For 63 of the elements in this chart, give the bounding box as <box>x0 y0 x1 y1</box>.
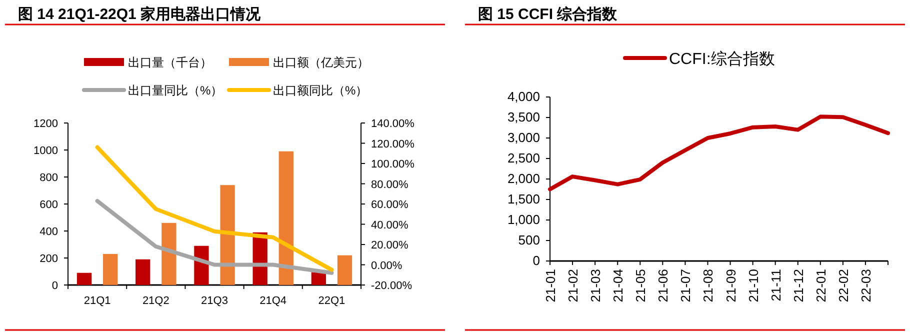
legend-label: 出口额同比（%） <box>273 84 368 98</box>
legend-label: 出口额（亿美元） <box>273 56 369 70</box>
chart-title: 图 14 21Q1-22Q1 家用电器出口情况 <box>18 5 262 23</box>
y-tick-label: 3,500 <box>507 110 540 124</box>
y-tick-label: 0 <box>52 280 58 292</box>
bar <box>220 185 235 285</box>
legend-label: 出口量同比（%） <box>128 84 223 98</box>
y-tick-label: 0 <box>532 253 540 268</box>
x-tick-label: 21-02 <box>566 269 581 302</box>
y-tick-label: 2,500 <box>507 150 540 166</box>
x-tick-label: 21-07 <box>678 269 694 302</box>
line-series <box>95 198 334 275</box>
bar <box>311 272 326 285</box>
x-tick-label: 22-03 <box>858 269 874 302</box>
y2-tick-label: 140.00% <box>371 118 415 130</box>
bar <box>162 222 176 285</box>
y2-tick-label: 40.00% <box>371 219 409 232</box>
x-tick-label: 21Q3 <box>201 295 228 307</box>
x-tick-label: 21-03 <box>588 269 604 302</box>
y2-tick-label: -20.00% <box>371 280 412 292</box>
y2-tick-label: 0.00% <box>371 260 402 272</box>
x-tick-label: 21-08 <box>700 269 716 302</box>
y-tick-label: 4,000 <box>507 89 540 104</box>
x-tick-label: 21-06 <box>656 269 671 302</box>
x-tick-label: 21-05 <box>633 269 648 302</box>
x-tick-label: 21-10 <box>746 269 761 302</box>
y2-tick-label: 80.00% <box>371 178 409 191</box>
y-tick-label: 1200 <box>34 118 58 130</box>
x-tick-label: 21-04 <box>610 269 626 302</box>
legend-label: CCFI:综合指数 <box>669 50 775 68</box>
x-tick-label: 21-11 <box>768 269 784 302</box>
y-tick-label: 800 <box>40 172 58 184</box>
x-tick-label: 21-09 <box>723 269 738 302</box>
y-tick-label: 200 <box>40 253 58 265</box>
line-series <box>548 114 890 192</box>
bar <box>337 255 352 285</box>
y-tick-label: 600 <box>40 199 58 211</box>
y-tick-label: 500 <box>518 232 540 248</box>
chart-title: 图 15 CCFI 综合指数 <box>478 6 618 23</box>
x-tick-label: 21Q4 <box>260 295 287 307</box>
y2-tick-label: 100.00% <box>371 158 415 170</box>
x-tick-label: 22-02 <box>836 269 851 302</box>
y-tick-label: 2,000 <box>507 171 540 186</box>
bar <box>278 151 294 285</box>
y-tick-label: 1,000 <box>507 212 540 227</box>
bar <box>76 272 92 285</box>
x-tick-label: 21Q2 <box>142 295 170 307</box>
x-tick-label: 22-01 <box>813 269 828 302</box>
x-tick-label: 21Q1 <box>84 295 111 307</box>
y2-tick-label: 60.00% <box>371 199 409 211</box>
x-tick-label: 21-12 <box>790 269 806 302</box>
y-tick-label: 1,500 <box>507 192 540 206</box>
bar <box>103 254 118 285</box>
x-tick-label: 21-01 <box>543 269 558 302</box>
y2-tick-label: 120.00% <box>371 138 415 150</box>
legend-label: 出口量（千台） <box>128 56 212 70</box>
y-tick-label: 1000 <box>34 145 58 157</box>
y2-tick-label: 20.00% <box>371 240 409 252</box>
y-tick-label: 400 <box>40 226 58 238</box>
x-tick-label: 22Q1 <box>318 295 346 307</box>
line-series <box>95 145 334 272</box>
bar <box>136 259 150 285</box>
y-tick-label: 3,000 <box>507 130 540 145</box>
